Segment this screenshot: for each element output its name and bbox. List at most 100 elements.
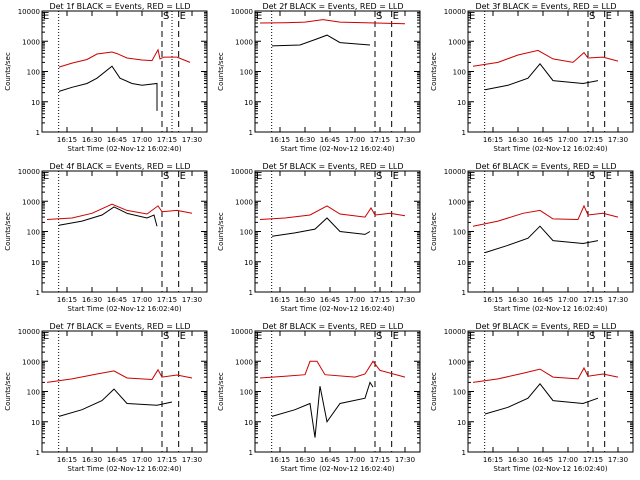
- x-tick-label: 16:45: [107, 296, 127, 304]
- marker-label-s: S: [376, 11, 382, 22]
- series-line: [58, 48, 191, 68]
- x-axis-label: Start Time (02-Nov-12 16:02:40): [280, 465, 394, 473]
- y-tick-label: 100: [240, 229, 253, 237]
- y-tick-label: 100: [27, 229, 40, 237]
- x-axis-label: Start Time (02-Nov-12 16:02:40): [280, 305, 394, 313]
- marker-label-s: S: [589, 11, 595, 22]
- x-tick-label: 17:00: [345, 456, 365, 464]
- chart-title: Det 1f BLACK = Events, RED = LLD: [49, 2, 190, 11]
- x-tick-label: 16:15: [57, 456, 77, 464]
- marker-label-s: S: [376, 331, 382, 342]
- x-tick-label: 16:15: [270, 456, 290, 464]
- y-tick-label: 1: [36, 289, 40, 297]
- y-tick-label: 10: [457, 259, 466, 267]
- x-tick-label: 17:00: [132, 296, 152, 304]
- x-tick-label: 16:45: [320, 136, 340, 144]
- series-line: [259, 205, 406, 220]
- y-tick-label: 1000: [448, 198, 466, 206]
- x-tick-label: 17:00: [132, 136, 152, 144]
- x-tick-label: 17:30: [182, 296, 202, 304]
- chart-panel-1: Det 1f BLACK = Events, RED = LLD 1 10 100 10…: [4, 2, 208, 153]
- x-tick-label: 16:15: [483, 136, 503, 144]
- x-axis-label: Start Time (02-Nov-12 16:02:40): [493, 465, 607, 473]
- y-tick-label: 10: [457, 419, 466, 427]
- x-tick-label: 16:30: [82, 136, 102, 144]
- series-line: [271, 217, 371, 237]
- y-tick-label: 1: [462, 129, 466, 137]
- y-tick-label: 10000: [18, 328, 40, 336]
- y-tick-label: 1: [249, 289, 253, 297]
- series-line: [472, 204, 619, 227]
- y-tick-label: 1: [249, 449, 253, 457]
- x-tick-label: 16:30: [82, 456, 102, 464]
- chart-title: Det 4f BLACK = Events, RED = LLD: [49, 162, 190, 171]
- x-axis-label: Start Time (02-Nov-12 16:02:40): [67, 305, 181, 313]
- chart-title: Det 3f BLACK = Events, RED = LLD: [475, 2, 616, 11]
- y-tick-label: 10: [244, 99, 253, 107]
- x-tick-label: 16:45: [320, 296, 340, 304]
- y-axis-label: Counts/sec: [4, 372, 12, 411]
- y-axis-label: Counts/sec: [217, 212, 225, 251]
- y-tick-label: 1000: [22, 38, 40, 46]
- y-tick-label: 10: [457, 99, 466, 107]
- chart-panel-2: Det 2f BLACK = Events, RED = LLD 1 10 100 10…: [217, 2, 421, 153]
- chart-panel-5: Det 5f BLACK = Events, RED = LLD 1 10 100 10…: [217, 162, 421, 313]
- x-tick-label: 16:15: [57, 136, 77, 144]
- x-axis-label: Start Time (02-Nov-12 16:02:40): [493, 145, 607, 153]
- chart-panel-7: Det 7f BLACK = Events, RED = LLD 1 10 100 10…: [4, 322, 208, 473]
- y-tick-label: 100: [240, 389, 253, 397]
- plot-frame: [41, 170, 208, 293]
- chart-panel-9: Det 9f BLACK = Events, RED = LLD 1 10 100 10…: [430, 322, 634, 473]
- edge-label-e: E: [43, 11, 49, 22]
- y-tick-label: 100: [240, 69, 253, 77]
- x-tick-label: 17:15: [583, 136, 603, 144]
- series-line: [484, 383, 599, 415]
- y-axis-label: Counts/sec: [4, 52, 12, 91]
- chart-panel-4: Det 4f BLACK = Events, RED = LLD 1 10 100 10…: [4, 162, 208, 313]
- y-tick-label: 1000: [235, 198, 253, 206]
- chart-panel-8: Det 8f BLACK = Events, RED = LLD 1 10 100 10…: [217, 322, 421, 473]
- marker-label-s: S: [163, 331, 169, 342]
- y-tick-label: 1000: [448, 38, 466, 46]
- chart-panel-6: Det 6f BLACK = Events, RED = LLD 1 10 100 10…: [430, 162, 634, 313]
- y-tick-label: 100: [453, 229, 466, 237]
- marker-label-s: S: [163, 11, 169, 22]
- x-tick-label: 16:45: [533, 456, 553, 464]
- x-tick-label: 16:15: [270, 136, 290, 144]
- marker-label-s: S: [376, 171, 382, 182]
- marker-label-e: E: [393, 331, 399, 342]
- y-tick-label: 1000: [235, 358, 253, 366]
- y-tick-label: 10000: [18, 168, 40, 176]
- series-line: [271, 34, 371, 47]
- x-tick-label: 17:00: [558, 136, 578, 144]
- y-axis-label: Counts/sec: [430, 212, 438, 251]
- x-tick-label: 17:15: [157, 296, 177, 304]
- x-tick-label: 16:15: [483, 296, 503, 304]
- edge-label-e: E: [469, 171, 475, 182]
- y-tick-label: 1: [462, 449, 466, 457]
- series-line: [484, 63, 599, 91]
- marker-label-s: S: [589, 171, 595, 182]
- chart-title: Det 7f BLACK = Events, RED = LLD: [49, 322, 190, 331]
- y-tick-label: 1000: [22, 198, 40, 206]
- x-tick-label: 16:45: [533, 296, 553, 304]
- x-tick-label: 16:45: [107, 136, 127, 144]
- x-axis-label: Start Time (02-Nov-12 16:02:40): [493, 305, 607, 313]
- x-tick-label: 17:30: [608, 136, 628, 144]
- x-tick-label: 17:15: [157, 136, 177, 144]
- x-axis-label: Start Time (02-Nov-12 16:02:40): [67, 465, 181, 473]
- series-line: [472, 49, 619, 67]
- series-line: [58, 388, 173, 417]
- y-tick-label: 1: [36, 449, 40, 457]
- edge-label-e: E: [43, 331, 49, 342]
- x-axis-label: Start Time (02-Nov-12 16:02:40): [280, 145, 394, 153]
- edge-label-e: E: [256, 331, 262, 342]
- edge-label-e: E: [256, 171, 262, 182]
- plot-frame: [254, 330, 421, 453]
- marker-label-e: E: [606, 171, 612, 182]
- y-tick-label: 1: [462, 289, 466, 297]
- y-tick-label: 10000: [444, 8, 466, 16]
- x-tick-label: 17:30: [395, 296, 415, 304]
- x-tick-label: 16:15: [483, 456, 503, 464]
- series-line: [46, 368, 193, 383]
